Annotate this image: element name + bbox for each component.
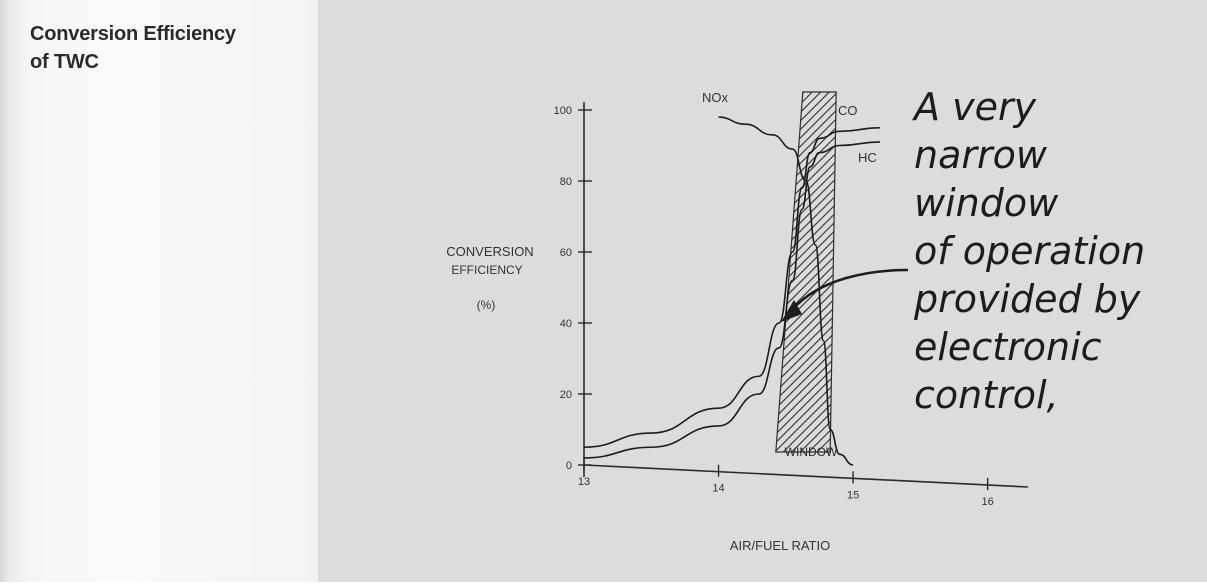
x-tick-label: 13 [578,476,590,488]
y-tick-label: 0 [566,460,572,472]
annotation-line-4: of operation [914,229,1145,273]
y-axis-label-line-1: CONVERSION [446,244,533,259]
series-label-hc: HC [858,150,877,165]
left-margin [0,0,318,582]
x-axis [583,464,1029,488]
y-tick-label: 80 [560,176,572,188]
caption-line-2: of TWC [30,51,99,73]
curve-nox [718,116,854,466]
y-tick-label: 100 [554,105,572,117]
annotation-line-2: narrow [914,133,1048,177]
window-label: WINDOW [785,445,838,459]
annotation-line-7: control, [914,373,1059,417]
x-axis-label: AIR/FUEL RATIO [730,538,830,553]
curve-hc [583,141,881,459]
y-axis-label-line-2: EFFICIENCY [451,263,522,277]
annotation-arrowhead [781,300,802,322]
series-label-nox: NOx [702,90,729,105]
caption-line-1: Conversion Efficiency [30,23,236,45]
y-tick-label: 20 [560,389,572,401]
conversion-efficiency-chart: WINDOW 0 20 40 60 80 100 13 14 15 16 NOx CO HC CON… [446,85,1145,553]
series-label-co: CO [838,103,858,118]
annotation-arrow [791,268,909,311]
annotation-line-1: A very [911,85,1037,129]
annotation-line-6: electronic [914,325,1102,369]
curve-co [583,126,881,449]
window-band [775,91,837,453]
y-tick-label: 40 [560,318,572,330]
y-tick-label: 60 [560,247,572,259]
x-tick-label: 15 [847,489,859,501]
figure-caption: Conversion Efficiency of TWC [30,20,300,76]
x-tick-label: 16 [982,496,994,508]
y-axis-label-line-3: (%) [477,298,496,312]
annotation-line-5: provided by [913,277,1141,321]
chart-panel: WINDOW 0 20 40 60 80 100 13 14 15 16 NOx CO HC CON… [318,0,1207,582]
x-tick-label: 14 [712,483,724,495]
annotation-line-3: window [914,181,1059,225]
